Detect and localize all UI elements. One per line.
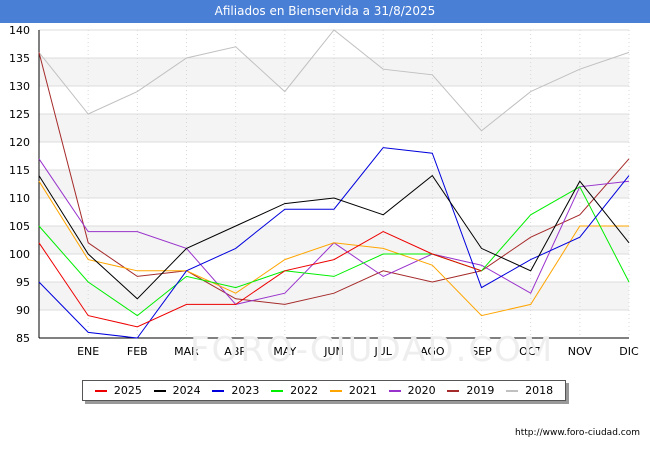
y-tick-label: 95 xyxy=(16,276,30,289)
x-tick-label: JUL xyxy=(373,345,392,358)
legend-item-2022: 2022 xyxy=(271,384,318,397)
y-tick-label: 135 xyxy=(9,52,30,65)
legend-item-2024: 2024 xyxy=(153,384,201,397)
legend-item-2023: 2023 xyxy=(212,384,259,397)
series-line-2025 xyxy=(38,231,482,328)
legend-swatch xyxy=(153,389,166,392)
legend-swatch xyxy=(329,389,342,392)
y-tick-label: 110 xyxy=(9,192,30,205)
legend-swatch xyxy=(506,389,519,392)
legend-label: 2023 xyxy=(231,384,260,397)
x-tick-label: ENE xyxy=(77,345,99,358)
y-tick-label: 100 xyxy=(9,248,30,261)
x-tick-label: ABR xyxy=(224,345,247,358)
legend-swatch xyxy=(388,389,401,392)
legend-item-2019: 2019 xyxy=(447,384,494,397)
x-tick-label: JUN xyxy=(323,345,344,358)
legend-item-2025: 2025 xyxy=(94,384,142,397)
y-tick-label: 130 xyxy=(9,80,30,93)
legend-label: 2020 xyxy=(407,384,436,397)
legend-swatch xyxy=(447,389,460,392)
legend: 2025 2024 2023 2022 2021 2020 2019 2018 xyxy=(82,380,566,401)
chart-title: Afiliados en Bienservida a 31/8/2025 xyxy=(0,0,650,23)
legend-swatch xyxy=(94,389,107,392)
y-tick-label: 140 xyxy=(9,24,30,37)
legend-label: 2021 xyxy=(348,384,377,397)
legend-item-2018: 2018 xyxy=(506,384,553,397)
x-tick-label: NOV xyxy=(568,345,593,358)
legend-swatch xyxy=(212,389,225,392)
watermark: FORO-CIUDAD.COM xyxy=(190,330,555,370)
series-line-2023 xyxy=(38,147,630,339)
legend-item-2020: 2020 xyxy=(388,384,436,397)
legend-item-2021: 2021 xyxy=(329,384,377,397)
y-tick-label: 90 xyxy=(16,304,30,317)
legend-label: 2019 xyxy=(466,384,495,397)
legend-label: 2024 xyxy=(172,384,201,397)
series-line-2022 xyxy=(38,186,630,317)
source-url: http://www.foro-ciudad.com xyxy=(515,428,640,438)
legend-swatch xyxy=(271,389,284,392)
series-line-2019 xyxy=(38,52,630,305)
y-tick-label: 85 xyxy=(16,332,30,345)
series-line-2021 xyxy=(38,180,629,317)
x-tick-label: SEP xyxy=(471,345,492,358)
series-line-2024 xyxy=(38,174,630,300)
legend-label: 2018 xyxy=(525,384,554,397)
x-tick-label: OCT xyxy=(519,345,542,358)
y-tick-label: 105 xyxy=(9,220,30,233)
x-tick-label: FEB xyxy=(127,345,148,358)
legend-label: 2022 xyxy=(290,384,319,397)
y-tick-label: 120 xyxy=(9,136,30,149)
x-tick-label: AGO xyxy=(420,345,445,358)
y-tick-label: 115 xyxy=(9,164,30,177)
legend-label: 2025 xyxy=(113,384,142,397)
x-tick-label: MAR xyxy=(174,345,199,358)
x-tick-label: MAY xyxy=(273,345,296,358)
series-line-2018 xyxy=(38,29,630,132)
y-tick-label: 125 xyxy=(9,108,30,121)
x-tick-label: DIC xyxy=(619,345,639,358)
